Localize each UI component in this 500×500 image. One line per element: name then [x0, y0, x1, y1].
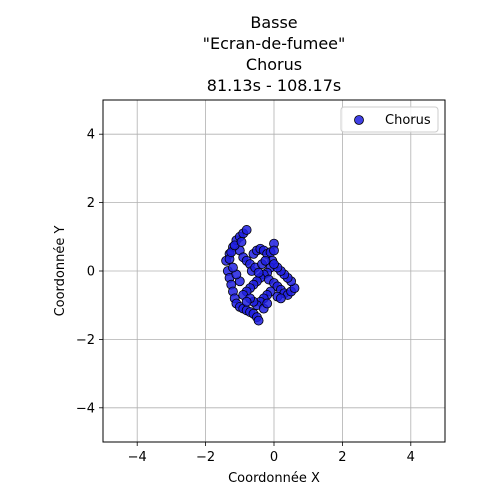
title-line-3: Chorus — [246, 55, 302, 74]
x-axis-label: Coordonnée X — [228, 471, 320, 486]
x-tick-label: 0 — [270, 450, 278, 465]
x-tick-label: 2 — [338, 450, 346, 465]
data-point — [253, 315, 264, 326]
data-point — [241, 296, 252, 307]
legend: Chorus — [340, 106, 439, 133]
y-tick-label: −2 — [76, 333, 95, 348]
data-point — [269, 259, 279, 270]
x-tick-label: −2 — [196, 450, 215, 465]
y-tick-label: −4 — [76, 401, 95, 416]
data-point — [262, 298, 273, 309]
grid-lines — [103, 100, 445, 442]
title-line-2: "Ecran-de-fumee" — [203, 34, 346, 53]
data-point — [260, 255, 271, 266]
x-tick-label: 4 — [407, 450, 415, 465]
data-point — [236, 237, 247, 247]
data-points — [221, 225, 300, 326]
data-point — [228, 262, 238, 273]
title-line-4: 81.13s - 108.17s — [207, 76, 341, 95]
y-tick-label: 0 — [87, 265, 95, 280]
y-axis-label: Coordonnée Y — [53, 226, 68, 317]
y-tick-label: 4 — [87, 128, 95, 143]
x-tick-label: −4 — [128, 450, 147, 465]
chart-title: Basse "Ecran-de-fumee" Chorus 81.13s - 1… — [203, 13, 346, 95]
legend-box — [340, 106, 439, 133]
y-tick-label: 2 — [87, 196, 95, 211]
data-point — [275, 293, 286, 304]
data-point — [241, 225, 252, 235]
data-point — [253, 267, 264, 278]
y-axis-ticks: −4 −2 0 2 4 — [76, 128, 103, 416]
x-axis-ticks: −4 −2 0 2 4 — [128, 442, 415, 465]
legend-label: Chorus — [385, 113, 431, 128]
title-line-1: Basse — [250, 13, 297, 32]
data-point — [269, 245, 279, 256]
legend-marker — [354, 115, 364, 125]
